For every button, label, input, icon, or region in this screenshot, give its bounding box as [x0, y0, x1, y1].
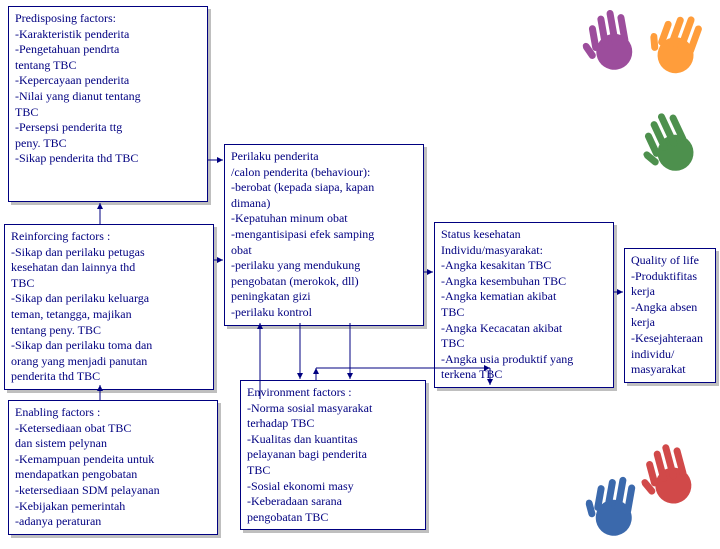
box-line: pengobatan (merokok, dll): [231, 274, 417, 290]
environment-factors-box: Environment factors :-Norma sosial masya…: [240, 380, 426, 530]
box-line: -Sikap penderita thd TBC: [15, 151, 201, 167]
box-line: dan sistem pelynan: [15, 436, 211, 452]
predisposing-factors-box: Predisposing factors:-Karakteristik pend…: [8, 6, 208, 202]
box-line: Individu/masyarakat:: [441, 243, 607, 259]
box-line: pelayanan bagi penderita: [247, 447, 419, 463]
box-line: -Angka usia produktif yang: [441, 352, 607, 368]
box-line: orang yang menjadi panutan: [11, 354, 207, 370]
box-line: -Persepsi penderita ttg: [15, 120, 201, 136]
box-line: -berobat (kepada siapa, kapan: [231, 180, 417, 196]
box-line: -adanya peraturan: [15, 514, 211, 530]
box-line: kesehatan dan lainnya thd: [11, 260, 207, 276]
handprint-icon: [640, 0, 720, 86]
box-line: individu/: [631, 347, 709, 363]
box-line: masyarakat: [631, 362, 709, 378]
enabling-factors-box: Enabling factors :-Ketersediaan obat TBC…: [8, 400, 218, 535]
behaviour-box: Perilaku penderita/calon penderita (beha…: [224, 144, 424, 326]
box-line: -Kesejahteraan: [631, 331, 709, 347]
box-line: -Kepatuhan minum obat: [231, 211, 417, 227]
box-line: kerja: [631, 284, 709, 300]
quality-of-life-box: Quality of life-Produktifitas kerja-Angk…: [624, 248, 716, 383]
box-line: -ketersediaan SDM pelayanan: [15, 483, 211, 499]
box-line: obat: [231, 243, 417, 259]
box-line: TBC: [11, 276, 207, 292]
box-line: -Angka Kecacatan akibat: [441, 321, 607, 337]
box-line: TBC: [15, 105, 201, 121]
box-line: Reinforcing factors :: [11, 229, 207, 245]
box-line: kerja: [631, 315, 709, 331]
box-line: -Angka absen: [631, 300, 709, 316]
box-line: Quality of life: [631, 253, 709, 269]
handprint-icon: [576, 0, 647, 79]
box-line: -Karakteristik penderita: [15, 27, 201, 43]
box-line: Predisposing factors:: [15, 11, 201, 27]
box-line: dimana): [231, 196, 417, 212]
box-line: mendapatkan pengobatan: [15, 467, 211, 483]
box-line: -Sikap dan perilaku petugas: [11, 245, 207, 261]
box-line: -Kepercayaan penderita: [15, 73, 201, 89]
box-line: -Ketersediaan obat TBC: [15, 421, 211, 437]
box-line: peningkatan gizi: [231, 289, 417, 305]
box-line: -Sosial ekonomi masy: [247, 479, 419, 495]
box-line: Status kesehatan: [441, 227, 607, 243]
health-status-box: Status kesehatanIndividu/masyarakat:-Ang…: [434, 222, 614, 388]
box-line: -mengantisipasi efek samping: [231, 227, 417, 243]
box-line: -Kemampuan pendeita untuk: [15, 452, 211, 468]
box-line: TBC: [441, 305, 607, 321]
box-line: -Kebijakan pemerintah: [15, 499, 211, 515]
box-line: tentang TBC: [15, 58, 201, 74]
box-line: Environment factors :: [247, 385, 419, 401]
box-line: -Norma sosial masyarakat: [247, 401, 419, 417]
box-line: -Nilai yang dianut tentang: [15, 89, 201, 105]
box-line: -Sikap dan perilaku toma dan: [11, 338, 207, 354]
box-line: pengobatan TBC: [247, 510, 419, 526]
box-line: tentang peny. TBC: [11, 323, 207, 339]
box-line: -Angka kesakitan TBC: [441, 258, 607, 274]
box-line: penderita thd TBC: [11, 369, 207, 385]
box-line: TBC: [441, 336, 607, 352]
box-line: -Produktifitas: [631, 269, 709, 285]
handprint-icon: [580, 465, 651, 544]
handprint-icon: [628, 97, 712, 186]
box-line: terhadap TBC: [247, 416, 419, 432]
box-line: -Sikap dan perilaku keluarga: [11, 291, 207, 307]
box-line: -Kualitas dan kuantitas: [247, 432, 419, 448]
box-line: teman, tetangga, majikan: [11, 307, 207, 323]
box-line: peny. TBC: [15, 136, 201, 152]
box-line: -Angka kesembuhan TBC: [441, 274, 607, 290]
box-line: -Keberadaan sarana: [247, 494, 419, 510]
box-line: Enabling factors :: [15, 405, 211, 421]
reinforcing-factors-box: Reinforcing factors :-Sikap dan perilaku…: [4, 224, 214, 390]
box-line: /calon penderita (behaviour):: [231, 165, 417, 181]
box-line: -perilaku kontrol: [231, 305, 417, 321]
box-line: TBC: [247, 463, 419, 479]
box-line: terkena TBC: [441, 367, 607, 383]
box-line: -perilaku yang mendukung: [231, 258, 417, 274]
box-line: -Pengetahuan pendrta: [15, 42, 201, 58]
box-line: -Angka kematian akibat: [441, 289, 607, 305]
box-line: Perilaku penderita: [231, 149, 417, 165]
